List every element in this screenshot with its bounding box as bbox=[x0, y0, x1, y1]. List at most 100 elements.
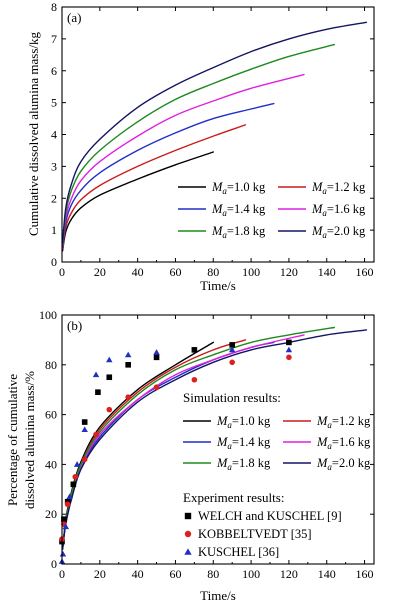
data-point-triangle-1 bbox=[59, 550, 67, 557]
x-tick-label-b-7: 140 bbox=[318, 567, 336, 581]
legend-item-b-2: Ma=1.4 kg bbox=[183, 435, 271, 451]
y-axis-label-a: Cumulative dissolved alumina mass/kg bbox=[26, 32, 41, 237]
x-tick-label-a-7: 140 bbox=[318, 265, 336, 279]
y-tick-label-a-4: 4 bbox=[51, 128, 57, 142]
y-tick-label-b-1: 20 bbox=[45, 507, 57, 521]
chart-a: 0 20 40 60 80 100 120 140 160 0 1 2 3 4 5 6 7 8 (a) Time/… bbox=[26, 0, 375, 293]
y-axis-label-b: Percentage of cumulative dissolved alumi… bbox=[5, 371, 37, 509]
data-point-triangle-2 bbox=[62, 523, 70, 530]
experiment-legend-label-2: KUSCHEL [36] bbox=[198, 545, 279, 559]
panel-label-a: (a) bbox=[67, 10, 81, 25]
legend-label-a-4: Ma=1.8 kg bbox=[211, 224, 266, 240]
data-point-square-7 bbox=[125, 362, 131, 368]
experiment-legend-marker-1 bbox=[184, 530, 192, 538]
legend-label-a-5: Ma=2.0 kg bbox=[311, 224, 366, 240]
data-point-circle-10 bbox=[229, 359, 235, 366]
plot-area-b bbox=[61, 314, 375, 565]
data-point-square-5 bbox=[95, 389, 101, 395]
data-point-triangle-6 bbox=[92, 371, 100, 378]
legend-label-b-4: Ma=1.8 kg bbox=[216, 456, 271, 472]
series-line-a-1-0 bbox=[61, 151, 214, 252]
y-axis-label-b-line1: Percentage of cumulative bbox=[5, 374, 20, 506]
x-tick-label-b-1: 20 bbox=[94, 567, 106, 581]
data-point-circle-3 bbox=[72, 474, 79, 480]
data-point-square-4 bbox=[81, 419, 88, 425]
legend-label-b-3: Ma=1.6 kg bbox=[316, 435, 371, 451]
simulation-legend-heading: Simulation results: bbox=[183, 390, 281, 405]
legend-label-b-0: Ma=1.0 kg bbox=[216, 414, 271, 430]
legend-label-a-3: Ma=1.6 kg bbox=[311, 202, 366, 218]
legend-item-a-1: Ma=1.2 kg bbox=[278, 180, 366, 196]
legend-label-a-0: Ma=1.0 kg bbox=[211, 180, 266, 196]
x-tick-label-a-2: 40 bbox=[132, 265, 144, 279]
y-tick-label-a-1: 1 bbox=[51, 223, 57, 237]
legend-item-b-3: Ma=1.6 kg bbox=[283, 435, 371, 451]
legend-label-a-1: Ma=1.2 kg bbox=[311, 180, 366, 196]
legend-a: Ma=1.0 kg Ma=1.2 kg Ma=1.4 kg Ma=1.6 kg Ma=1… bbox=[178, 180, 366, 240]
x-tick-label-b-5: 100 bbox=[242, 567, 260, 581]
data-point-triangle-8 bbox=[124, 351, 132, 358]
experiment-legend-marker-2 bbox=[184, 548, 192, 555]
y-tick-label-b-3: 60 bbox=[45, 408, 57, 422]
data-point-triangle-10 bbox=[228, 346, 236, 353]
data-point-square-9 bbox=[191, 347, 198, 353]
x-tick-label-b-4: 80 bbox=[207, 567, 219, 581]
y-tick-label-b-5: 100 bbox=[39, 308, 57, 322]
legend-item-a-2: Ma=1.4 kg bbox=[178, 202, 266, 218]
y-tick-label-b-2: 40 bbox=[45, 457, 57, 471]
data-point-circle-6 bbox=[106, 406, 113, 413]
data-point-square-10 bbox=[229, 342, 235, 348]
legend-item-b-5: Ma=2.0 kg bbox=[283, 456, 371, 472]
x-tick-label-b-6: 120 bbox=[280, 567, 298, 581]
data-point-square-6 bbox=[106, 374, 113, 381]
data-point-triangle-9 bbox=[153, 349, 160, 355]
experiment-legend-item-1: KOBBELTVEDT [35] bbox=[184, 527, 312, 541]
experiment-legend-heading: Experiment results: bbox=[183, 490, 284, 505]
x-tick-label-a-0: 0 bbox=[59, 265, 65, 279]
data-point-square-1 bbox=[61, 516, 67, 522]
data-point-triangle-3 bbox=[66, 493, 73, 500]
legend-label-b-1: Ma=1.2 kg bbox=[316, 414, 371, 430]
x-tick-label-b-2: 40 bbox=[132, 567, 144, 581]
data-point-circle-9 bbox=[191, 376, 198, 383]
experiment-legend: WELCH and KUSCHEL [9] KOBBELTVEDT [35] KUS… bbox=[184, 509, 342, 559]
y-tick-label-a-6: 6 bbox=[51, 64, 57, 78]
series-line-a-2-0 bbox=[61, 21, 368, 244]
legend-item-b-0: Ma=1.0 kg bbox=[183, 414, 271, 430]
data-point-square-11 bbox=[286, 339, 292, 346]
x-axis-label-a: Time/s bbox=[200, 278, 236, 293]
data-point-circle-2 bbox=[64, 501, 71, 508]
data-point-square-8 bbox=[153, 354, 160, 361]
legend-item-b-4: Ma=1.8 kg bbox=[183, 456, 271, 472]
data-point-circle-5 bbox=[93, 431, 99, 438]
series-line-a-1-8 bbox=[61, 43, 335, 246]
legend-label-a-2: Ma=1.4 kg bbox=[211, 202, 266, 218]
panel-label-b: (b) bbox=[67, 318, 82, 333]
x-tick-label-a-6: 120 bbox=[280, 265, 298, 279]
plot-area-a bbox=[61, 6, 375, 263]
legend-item-a-0: Ma=1.0 kg bbox=[178, 180, 266, 196]
series-line-a-1-4 bbox=[61, 102, 275, 249]
series-line-a-1-2 bbox=[61, 124, 247, 250]
x-axis-label-b: Time/s bbox=[200, 588, 236, 603]
legend-item-a-4: Ma=1.8 kg bbox=[178, 224, 266, 240]
data-point-circle-8 bbox=[153, 384, 160, 391]
y-tick-label-b-0: 0 bbox=[51, 557, 57, 571]
legend-label-b-5: Ma=2.0 kg bbox=[316, 456, 371, 472]
legend-b: Ma=1.0 kg Ma=1.2 kg Ma=1.4 kg Ma=1.6 kg Ma=1… bbox=[183, 414, 371, 472]
experiment-legend-item-2: KUSCHEL [36] bbox=[184, 545, 279, 559]
experiment-legend-item-0: WELCH and KUSCHEL [9] bbox=[184, 509, 342, 523]
data-point-triangle-4 bbox=[73, 461, 81, 467]
y-tick-label-a-3: 3 bbox=[51, 159, 57, 173]
legend-item-a-3: Ma=1.6 kg bbox=[278, 202, 366, 218]
data-point-square-3 bbox=[70, 481, 77, 488]
x-tick-label-b-8: 160 bbox=[356, 567, 374, 581]
chart-b: 0 20 40 60 80 100 120 140 160 0 20 40 60 80 100 (b) Ti… bbox=[5, 308, 375, 603]
data-point-circle-11 bbox=[286, 354, 292, 361]
experiment-legend-label-1: KOBBELTVEDT [35] bbox=[198, 527, 312, 541]
x-tick-label-a-4: 80 bbox=[207, 265, 219, 279]
y-tick-label-a-0: 0 bbox=[51, 255, 57, 269]
x-tick-label-a-8: 160 bbox=[356, 265, 374, 279]
y-tick-label-a-2: 2 bbox=[51, 191, 57, 205]
